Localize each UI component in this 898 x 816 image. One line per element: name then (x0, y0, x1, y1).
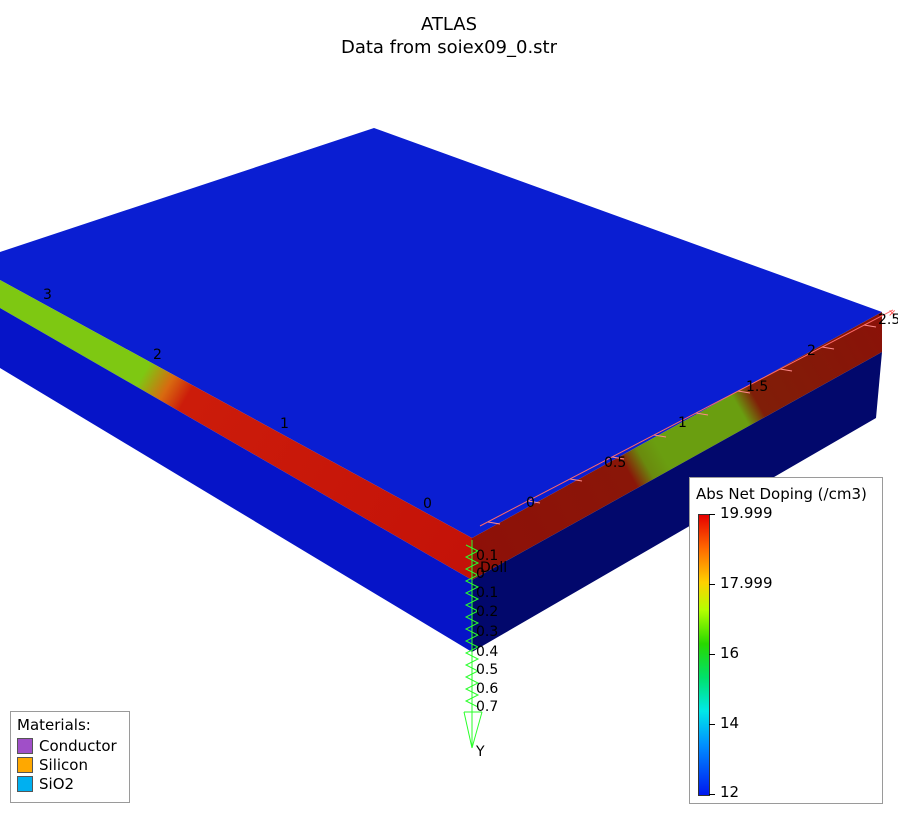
left-silicon-layer (0, 280, 472, 580)
right-oxide-face (472, 352, 882, 652)
doping-colorbar: Abs Net Doping (/cm3) 19.999 17.999 16 1… (689, 477, 883, 804)
right-axis-tick-label: 0.5 (604, 455, 626, 471)
y-axis-tick-label: 0.1 (476, 585, 498, 601)
colorbar-tick (709, 724, 715, 725)
x-axis-line (479, 309, 894, 527)
legend-item-label: SiO2 (39, 774, 75, 793)
right-axis-tick-label: 1 (678, 415, 687, 431)
right-axis-tick-label: 1.5 (746, 379, 768, 395)
left-axis-tick-label: 1 (280, 416, 289, 432)
y-axis-tick-label: 0.4 (476, 644, 498, 660)
right-axis-tick-label: 2 (807, 343, 816, 359)
materials-legend: Materials: Conductor Silicon SiO2 (10, 711, 130, 803)
legend-item-label: Silicon (39, 755, 88, 774)
right-axis-tick-label: 0 (526, 495, 535, 511)
x-axis-end-mark: × (888, 308, 896, 319)
y-axis-overlay-label: Doll (480, 560, 507, 576)
right-silicon-layer (472, 312, 882, 580)
materials-legend-header: Materials: (17, 716, 91, 734)
left-axis-tick-label: 2 (153, 347, 162, 363)
colorbar-label: 17.999 (720, 574, 773, 592)
y-axis-tick-label: 0.5 (476, 662, 498, 678)
legend-item-sio2: SiO2 (17, 774, 123, 793)
y-axis-tick-label: 0.3 (476, 624, 498, 640)
left-oxide-face (0, 308, 472, 652)
x-axis-ticks (487, 324, 877, 525)
legend-item-label: Conductor (39, 736, 117, 755)
right-axis-tick-label: 2.5 (878, 312, 898, 328)
y-axis-tick-label: 0.2 (476, 604, 498, 620)
colorbar-label: 16 (720, 644, 740, 662)
colorbar-tick (709, 794, 715, 795)
top-oxide-face (0, 128, 882, 538)
legend-item-silicon: Silicon (17, 755, 123, 774)
colorbar-tick (709, 514, 715, 515)
y-axis-tick-label: 0 (476, 566, 485, 582)
y-axis-tick-label: 0.6 (476, 681, 498, 697)
colorbar-tick (709, 584, 715, 585)
legend-swatch (17, 737, 33, 754)
left-axis-tick-label: 3 (43, 287, 52, 303)
legend-item-conductor: Conductor (17, 736, 123, 755)
plot-subtitle: Data from soiex09_0.str (340, 37, 558, 58)
y-axis-label: Y (475, 744, 485, 760)
plot-title: ATLAS (420, 14, 478, 35)
y-axis-tick-label: 0.1 (476, 548, 498, 564)
colorbar-gradient (698, 514, 710, 796)
y-axis-tick-label: 0.7 (476, 699, 498, 715)
colorbar-label: 19.999 (720, 504, 773, 522)
legend-swatch (17, 756, 33, 773)
colorbar-tick (709, 654, 715, 655)
colorbar-label: 12 (720, 783, 740, 801)
y-axis (463, 540, 483, 749)
colorbar-title: Abs Net Doping (/cm3) (696, 485, 867, 503)
legend-swatch (17, 775, 33, 792)
left-axis-tick-label: 0 (423, 496, 432, 512)
colorbar-label: 14 (720, 714, 740, 732)
